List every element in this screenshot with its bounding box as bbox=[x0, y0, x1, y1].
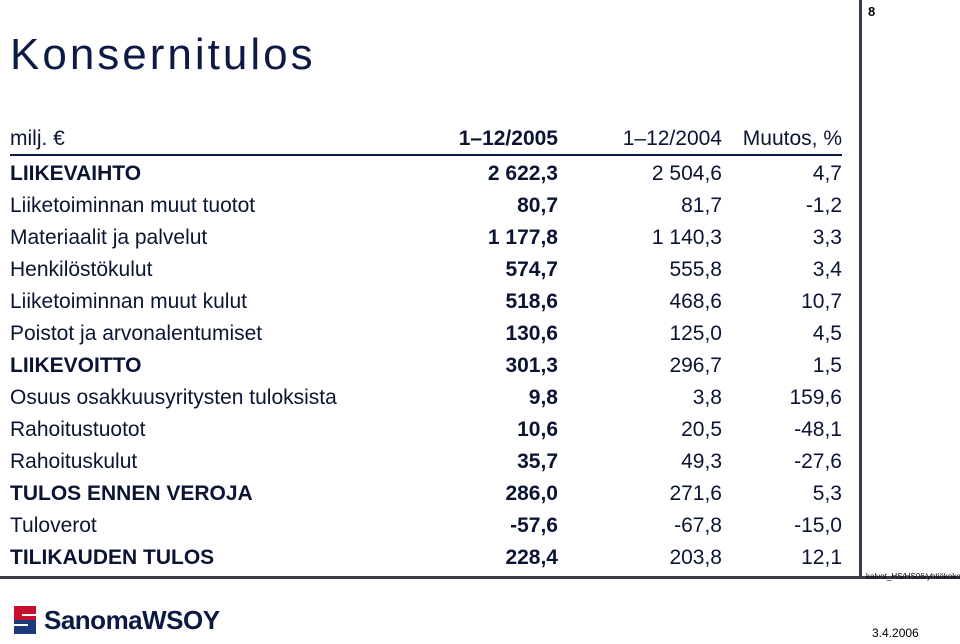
row-label: Liiketoiminnan muut kulut bbox=[10, 290, 247, 313]
table-row: Materiaalit ja palvelut 1 177,8 1 140,3 3,3 bbox=[10, 222, 842, 254]
vertical-divider bbox=[859, 0, 862, 578]
row-label: TULOS ENNEN VEROJA bbox=[10, 482, 253, 505]
row-col2: 20,5 bbox=[681, 418, 722, 441]
row-label: Tuloverot bbox=[10, 514, 97, 537]
row-col1: 518,6 bbox=[505, 290, 558, 313]
row-col2: 49,3 bbox=[681, 450, 722, 473]
row-col2: 1 140,3 bbox=[651, 226, 722, 249]
row-col3: -15,0 bbox=[794, 514, 842, 537]
footer-date: 3.4.2006 bbox=[872, 626, 919, 640]
row-col2: 555,8 bbox=[669, 258, 722, 281]
row-col3: 3,3 bbox=[812, 226, 842, 249]
row-col2: 3,8 bbox=[692, 386, 722, 409]
row-col1: 286,0 bbox=[505, 482, 558, 505]
table-row: Rahoituskulut 35,7 49,3 -27,6 bbox=[10, 446, 842, 478]
row-label: LIIKEVAIHTO bbox=[10, 162, 142, 185]
row-col3: 12,1 bbox=[801, 546, 842, 569]
row-label: Osuus osakkuusyritysten tuloksista bbox=[10, 386, 337, 409]
row-col2: 296,7 bbox=[669, 354, 722, 377]
table-row: Rahoitustuotot 10,6 20,5 -48,1 bbox=[10, 414, 842, 446]
table-row: Poistot ja arvonalentumiset 130,6 125,0 4,5 bbox=[10, 318, 842, 350]
row-col1: 10,6 bbox=[517, 418, 558, 441]
header-col-change: Muutos, % bbox=[742, 127, 842, 150]
row-label: Rahoituskulut bbox=[10, 450, 138, 473]
table-row: LIIKEVAIHTO 2 622,3 2 504,6 4,7 bbox=[10, 158, 842, 190]
row-col1: 574,7 bbox=[505, 258, 558, 281]
row-col1: 2 622,3 bbox=[487, 162, 558, 185]
row-label: Rahoitustuotot bbox=[10, 418, 146, 441]
row-col1: 228,4 bbox=[505, 546, 558, 569]
table-row: Liiketoiminnan muut kulut 518,6 468,6 10,7 bbox=[10, 286, 842, 318]
row-col3: 5,3 bbox=[812, 482, 842, 505]
row-col3: 3,4 bbox=[812, 258, 842, 281]
header-col-2005: 1–12/2005 bbox=[458, 127, 558, 150]
row-col3: 4,5 bbox=[812, 322, 842, 345]
row-col3: 159,6 bbox=[789, 386, 842, 409]
row-col2: 271,6 bbox=[669, 482, 722, 505]
table-row: Osuus osakkuusyritysten tuloksista 9,8 3,8… bbox=[10, 382, 842, 414]
row-col3: -1,2 bbox=[805, 194, 842, 217]
table-body: LIIKEVAIHTO 2 622,3 2 504,6 4,7 Liiketoiminn… bbox=[10, 158, 842, 574]
row-col3: -48,1 bbox=[794, 418, 842, 441]
table-row: Liiketoiminnan muut tuotot 80,7 81,7 -1,2 bbox=[10, 190, 842, 222]
row-col1: 301,3 bbox=[505, 354, 558, 377]
row-col1: 1 177,8 bbox=[487, 226, 558, 249]
row-label: TILIKAUDEN TULOS bbox=[10, 546, 215, 569]
row-col3: 4,7 bbox=[812, 162, 842, 185]
table-header-row: milj. € 1–12/2005 1–12/2004 Muutos, % bbox=[10, 124, 842, 156]
row-col1: 35,7 bbox=[517, 450, 558, 473]
row-label: Poistot ja arvonalentumiset bbox=[10, 322, 263, 345]
footer-filename: kalvot_HS/HS06/yhtiökokous0304 bbox=[866, 572, 960, 581]
row-col2: 125,0 bbox=[669, 322, 722, 345]
row-col3: 10,7 bbox=[801, 290, 842, 313]
header-unit-label: milj. € bbox=[10, 127, 65, 150]
company-logo: SanomaWSOY bbox=[10, 600, 220, 640]
horizontal-divider bbox=[0, 576, 960, 579]
row-label: Materiaalit ja palvelut bbox=[10, 226, 208, 249]
row-col1: 80,7 bbox=[517, 194, 558, 217]
row-label: LIIKEVOITTO bbox=[10, 354, 142, 377]
row-col1: 130,6 bbox=[505, 322, 558, 345]
sanoma-logo-icon bbox=[14, 606, 36, 634]
row-label: Liiketoiminnan muut tuotot bbox=[10, 194, 256, 217]
page-title: Konsernitulos bbox=[10, 30, 316, 79]
row-col2: 81,7 bbox=[681, 194, 722, 217]
row-col3: 1,5 bbox=[812, 354, 842, 377]
table-row: TILIKAUDEN TULOS 228,4 203,8 12,1 bbox=[10, 542, 842, 574]
row-col2: 2 504,6 bbox=[651, 162, 722, 185]
row-col2: 203,8 bbox=[669, 546, 722, 569]
row-col1: -57,6 bbox=[510, 514, 558, 537]
table-row: Tuloverot -57,6 -67,8 -15,0 bbox=[10, 510, 842, 542]
income-statement-table: milj. € 1–12/2005 1–12/2004 Muutos, % LI… bbox=[10, 124, 842, 574]
table-row: LIIKEVOITTO 301,3 296,7 1,5 bbox=[10, 350, 842, 382]
row-col1: 9,8 bbox=[528, 386, 558, 409]
logo-wordmark: SanomaWSOY bbox=[44, 604, 220, 635]
table-row: Henkilöstökulut 574,7 555,8 3,4 bbox=[10, 254, 842, 286]
row-col3: -27,6 bbox=[794, 450, 842, 473]
table-row: TULOS ENNEN VEROJA 286,0 271,6 5,3 bbox=[10, 478, 842, 510]
page-number: 8 bbox=[868, 4, 876, 19]
row-label: Henkilöstökulut bbox=[10, 258, 153, 281]
header-col-2004: 1–12/2004 bbox=[622, 127, 722, 150]
row-col2: -67,8 bbox=[674, 514, 722, 537]
row-col2: 468,6 bbox=[669, 290, 722, 313]
